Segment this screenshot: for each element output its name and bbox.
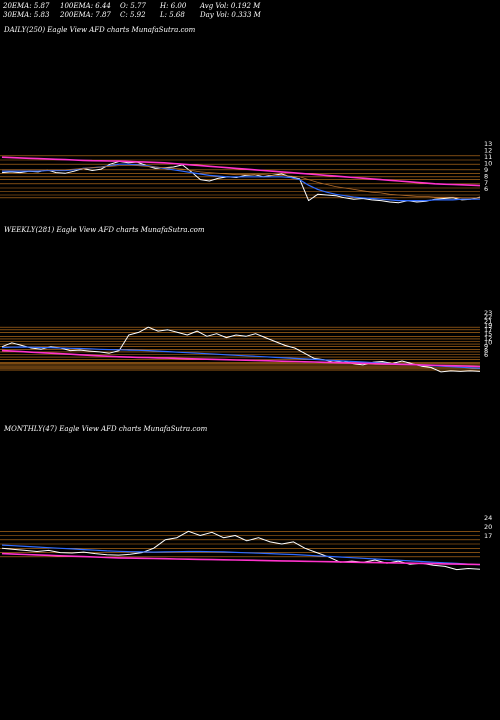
y-tick-label: 10 <box>484 339 492 347</box>
y-tick-label: 11 <box>484 153 492 161</box>
y-tick-label: 20 <box>484 523 492 531</box>
weekly-chart-title: WEEKLY(281) Eagle View AFD charts Munafa… <box>4 226 205 234</box>
ema200-stat: 200EMA: 7.87 <box>60 11 111 19</box>
y-tick-label: 6 <box>484 351 488 359</box>
price-line <box>1 530 481 571</box>
day-vol-stat: Day Vol: 0.333 M <box>200 11 261 19</box>
y-tick-label: 8 <box>484 172 488 180</box>
y-tick-label: 21 <box>484 317 492 325</box>
y-tick-label: 12 <box>484 147 492 155</box>
price-line <box>1 326 481 373</box>
open-stat: O: 5.77 <box>120 2 146 10</box>
y-tick-label: 7 <box>484 179 488 187</box>
ema-long-line <box>1 552 481 566</box>
y-tick-label: 12 <box>484 334 492 342</box>
avg-vol-stat: Avg Vol: 0.192 M <box>200 2 261 10</box>
y-tick-label: 17 <box>484 326 492 334</box>
y-tick-label: 17 <box>484 532 492 540</box>
y-tick-label: 9 <box>484 166 488 174</box>
y-tick-label: 19 <box>484 322 492 330</box>
ema20-stat: 20EMA: 5.87 <box>3 2 50 10</box>
ema-short-line <box>1 544 481 566</box>
high-stat: H: 6.00 <box>160 2 187 10</box>
y-tick-label: 23 <box>484 309 492 317</box>
ema30-stat: 30EMA: 5.83 <box>3 11 50 19</box>
low-stat: L: 5.68 <box>160 11 185 19</box>
daily-chart-title: DAILY(250) Eagle View AFD charts MunafaS… <box>4 26 196 34</box>
ema-mid-line <box>2 165 480 199</box>
y-tick-label: 13 <box>484 140 492 148</box>
ema-long-line <box>1 349 481 368</box>
y-tick-label: 9 <box>484 343 488 351</box>
y-tick-label: 22 <box>484 313 492 321</box>
close-stat: C: 5.92 <box>120 11 146 19</box>
y-tick-label: 6 <box>484 185 488 193</box>
monthly-chart-title: MONTHLY(47) Eagle View AFD charts Munafa… <box>4 425 208 433</box>
ema-long-line <box>1 156 481 187</box>
ema100-stat: 100EMA: 6.44 <box>60 2 111 10</box>
y-tick-label: 8 <box>484 347 488 355</box>
y-tick-label: 10 <box>484 159 492 167</box>
y-tick-label: 15 <box>484 330 492 338</box>
y-tick-label: 24 <box>484 514 492 522</box>
